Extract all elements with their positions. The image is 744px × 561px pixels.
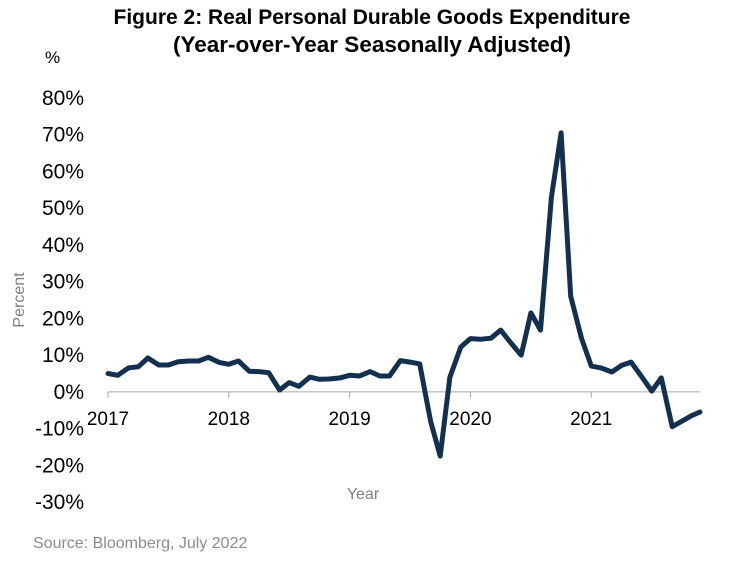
y-tick-label: 80% [42, 87, 84, 110]
chart-title-line2: (Year-over-Year Seasonally Adjusted) [172, 32, 572, 57]
y-tick-label: -20% [35, 454, 84, 477]
x-axis-ticks: 2017 2018 2019 2020 2021 [87, 391, 612, 430]
y-axis-ticks: 80% 70% 60% 50% 40% 30% 20% 10% 0% -10% -20% -30% [35, 87, 84, 514]
x-axis-title: Year [347, 486, 380, 503]
chart-title-line1: Figure 2: Real Personal Durable Goods Ex… [113, 6, 631, 29]
x-tick-label: 2019 [328, 409, 370, 430]
y-tick-label: 10% [42, 344, 84, 367]
y-tick-label: 70% [42, 124, 84, 147]
y-tick-label: 40% [42, 234, 84, 257]
series-line [105, 130, 703, 459]
y-tick-label: 20% [42, 307, 84, 330]
source-note: Source: Bloomberg, July 2022 [33, 535, 248, 552]
x-tick-label: 2020 [449, 409, 491, 430]
y-axis-unit-label: % [45, 48, 61, 67]
y-tick-label: 30% [42, 271, 84, 294]
x-tick-label: 2018 [208, 409, 250, 430]
y-tick-label: -10% [35, 418, 84, 441]
y-tick-label: 0% [54, 381, 84, 404]
y-tick-label: -30% [35, 491, 84, 514]
y-tick-label: 60% [42, 160, 84, 183]
x-tick-label: 2017 [87, 409, 129, 430]
y-tick-label: 50% [42, 197, 84, 220]
y-axis-title: Percent [11, 272, 28, 328]
x-tick-label: 2021 [570, 409, 612, 430]
